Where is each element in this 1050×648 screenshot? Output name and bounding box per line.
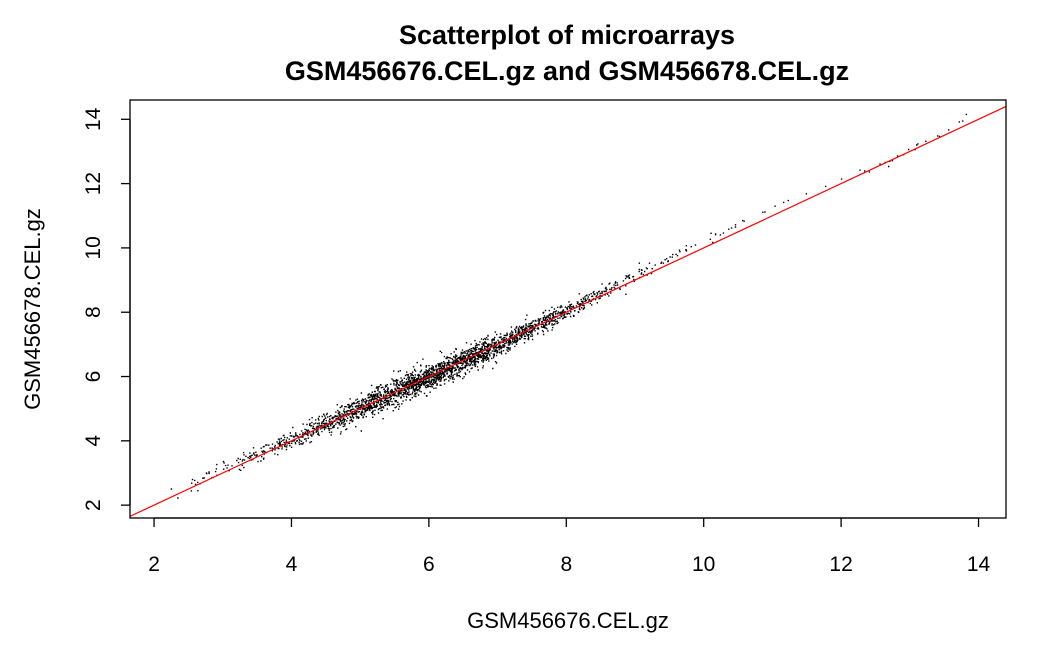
y-tick-label: 12 (82, 172, 105, 195)
x-axis-label: GSM456676.CEL.gz (467, 608, 669, 633)
scatter-points (170, 113, 968, 499)
chart-title-line-1: Scatterplot of microarrays (399, 20, 735, 50)
x-tick-label: 12 (829, 553, 852, 576)
y-tick-label: 4 (82, 435, 105, 447)
y-tick-label: 8 (82, 306, 105, 318)
x-tick-label: 2 (148, 553, 160, 576)
y-tick-label: 6 (82, 371, 105, 383)
scatter-point-cloud (170, 113, 968, 499)
reference-line (129, 105, 1007, 517)
y-axis: 2 4 6 8 10 12 14 (82, 107, 131, 511)
x-tick-label: 14 (967, 553, 991, 576)
reference-line-group (129, 105, 1007, 517)
y-axis-label: GSM456678.CEL.gz (20, 208, 45, 410)
y-tick-label: 10 (82, 236, 105, 259)
chart-title-line-2: GSM456676.CEL.gz and GSM456678.CEL.gz (285, 56, 849, 86)
y-tick-label: 14 (82, 107, 105, 131)
x-axis: 2 4 6 8 10 12 14 (148, 517, 991, 576)
x-tick-label: 10 (692, 553, 715, 576)
x-tick-label: 4 (286, 553, 298, 576)
x-tick-label: 8 (560, 553, 572, 576)
x-tick-label: 6 (423, 553, 435, 576)
y-tick-label: 2 (82, 499, 105, 511)
